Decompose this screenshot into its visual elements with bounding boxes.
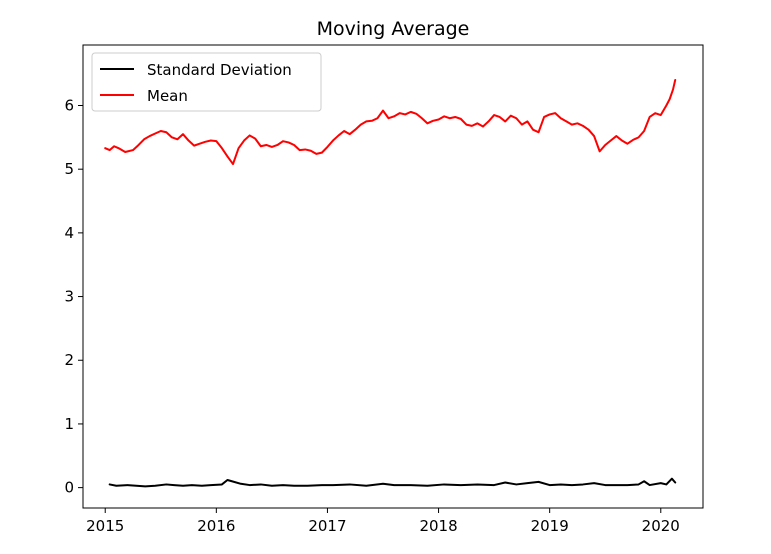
y-tick-label: 4 [64, 224, 74, 242]
y-tick-label: 1 [64, 415, 74, 433]
series-line-standard-deviation [108, 477, 677, 488]
y-tick-label: 2 [64, 351, 74, 369]
legend-label-mean: Mean [147, 87, 188, 105]
legend-label-standard-deviation: Standard Deviation [147, 61, 292, 79]
series-line-mean [104, 79, 677, 166]
axes: 2015 2016 2017 2018 2019 2020 0 1 2 3 4 5 6 [64, 44, 704, 535]
x-tick-label: 2020 [642, 517, 680, 535]
x-tick-label: 2019 [531, 517, 569, 535]
x-tick-label: 2016 [197, 517, 235, 535]
legend: Standard Deviation Mean [91, 52, 322, 112]
chart-title: Moving Average [317, 18, 470, 40]
x-tick-label: 2018 [419, 517, 457, 535]
y-tick-label: 3 [64, 288, 74, 306]
y-tick-label: 5 [64, 160, 74, 178]
x-tick-label: 2015 [86, 517, 124, 535]
y-tick-label: 0 [64, 479, 74, 497]
plot-lines [104, 79, 677, 488]
x-tick-label: 2017 [308, 517, 346, 535]
y-tick-label: 6 [64, 97, 74, 115]
legend-box [91, 52, 322, 112]
plot-frame [82, 44, 704, 509]
